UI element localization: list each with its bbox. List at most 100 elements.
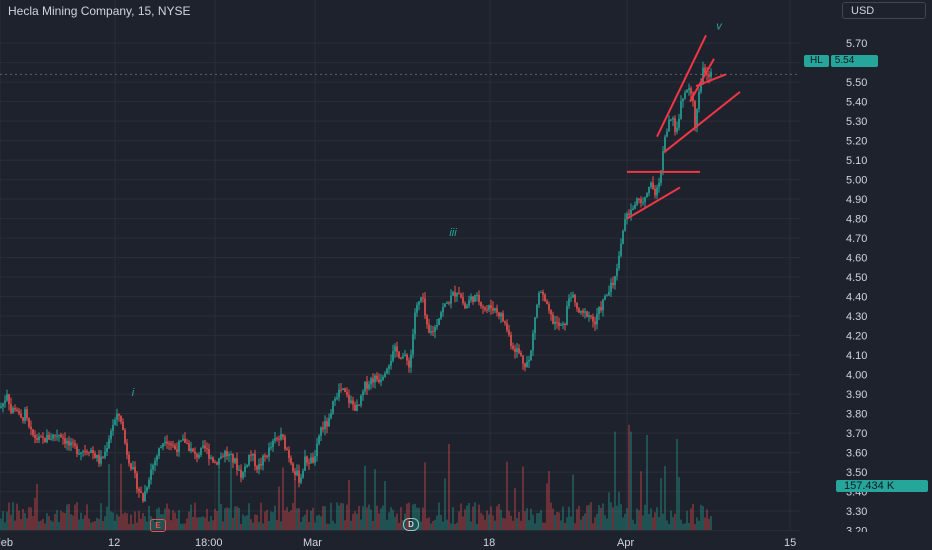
candle-body-231: [462, 297, 464, 304]
candle-body-252: [504, 321, 506, 324]
volume-bar-6: [12, 502, 14, 530]
volume-bar-271: [542, 522, 544, 530]
candle-body-159: [318, 435, 320, 444]
candle-body-89: [178, 441, 180, 453]
candle-body-275: [550, 310, 552, 315]
candle-body-272: [544, 294, 546, 302]
volume-bar-287: [574, 523, 576, 530]
volume-bar-75: [150, 516, 152, 530]
volume-value-tag: 157.434 K: [836, 480, 928, 492]
candle-body-61: [122, 421, 124, 431]
candle-body-247: [494, 308, 496, 311]
candle-body-181: [362, 391, 364, 396]
trendline-3[interactable]: [663, 91, 741, 154]
volume-bar-40: [80, 512, 82, 530]
candle-body-338: [676, 127, 678, 132]
volume-bar-115: [230, 450, 232, 530]
candle-body-168: [336, 397, 338, 399]
candle-body-59: [118, 413, 120, 416]
earnings-marker[interactable]: E: [150, 519, 166, 532]
candle-body-284: [568, 298, 570, 307]
volume-bar-100: [200, 517, 202, 530]
trendline-2[interactable]: [656, 34, 707, 138]
volume-bar-25: [50, 520, 52, 530]
y-tick-label-14: 4.60: [846, 253, 867, 265]
volume-bar-35: [70, 514, 72, 530]
volume-bar-228: [456, 522, 458, 530]
volume-bar-87: [174, 512, 176, 530]
volume-bar-39: [78, 519, 80, 530]
volume-bar-2: [4, 522, 6, 530]
volume-bar-182: [364, 465, 366, 530]
volume-bar-64: [128, 523, 130, 530]
volume-bar-134: [268, 521, 270, 530]
volume-bar-132: [264, 511, 266, 530]
candle-body-295: [590, 315, 592, 317]
volume-bar-335: [670, 510, 672, 530]
volume-bar-254: [508, 510, 510, 530]
candle-body-313: [626, 213, 628, 220]
candle-body-319: [638, 198, 640, 200]
volume-bar-179: [358, 505, 360, 530]
candle-body-350: [700, 82, 702, 92]
candle-body-185: [370, 378, 372, 385]
candle-body-274: [548, 304, 550, 311]
trendline-4[interactable]: [695, 73, 727, 87]
wave-label-1: iii: [449, 227, 457, 239]
y-tick-label-6: 3.80: [846, 409, 867, 421]
y-tick-label-18: 5.00: [846, 175, 867, 187]
trendline-5[interactable]: [689, 58, 715, 103]
candle-body-90: [180, 440, 182, 442]
volume-bar-47: [94, 521, 96, 530]
volume-bar-60: [120, 463, 122, 530]
candle-body-208: [416, 304, 418, 313]
volume-bar-55: [110, 511, 112, 530]
candle-body-128: [256, 466, 258, 470]
candle-body-288: [576, 302, 578, 309]
volume-bar-21: [42, 518, 44, 530]
y-tick-label-16: 4.80: [846, 214, 867, 226]
time-axis: Feb 12 18:00 Mar 18 Apr 15: [0, 532, 932, 550]
volume-bar-261: [522, 466, 524, 530]
candle-body-16: [32, 429, 34, 435]
price-axis-panel: [800, 0, 932, 550]
volume-bar-229: [458, 511, 460, 530]
volume-bar-89: [178, 510, 180, 530]
candle-body-157: [314, 455, 316, 463]
candle-body-258: [516, 348, 518, 353]
chart-title: Hecla Mining Company, 15, NYSE: [8, 4, 191, 18]
candle-body-27: [54, 434, 56, 436]
volume-bar-214: [428, 517, 430, 530]
volume-bar-218: [436, 515, 438, 530]
trendline-1[interactable]: [626, 186, 681, 220]
volume-bar-136: [272, 512, 274, 530]
candle-body-7: [14, 408, 16, 410]
candle-body-105: [210, 457, 212, 459]
candle-body-34: [68, 440, 70, 446]
volume-bar-154: [308, 522, 310, 530]
candle-body-283: [566, 306, 568, 326]
candle-body-74: [148, 479, 150, 488]
volume-bar-275: [550, 502, 552, 530]
volume-bar-147: [294, 478, 296, 530]
candle-body-217: [434, 327, 436, 332]
y-tick-label-1: 3.30: [846, 506, 867, 518]
candle-body-267: [534, 317, 536, 334]
volume-bar-269: [538, 512, 540, 530]
candle-body-144: [288, 450, 290, 458]
candle-body-120: [240, 469, 242, 478]
volume-bar-227: [454, 523, 456, 530]
candle-body-189: [378, 379, 380, 383]
dividend-marker[interactable]: D: [403, 518, 419, 531]
y-tick-label-22: 5.40: [846, 97, 867, 109]
candle-body-50: [100, 456, 102, 464]
candle-body-306: [612, 282, 614, 286]
volume-bar-152: [304, 514, 306, 530]
candle-body-82: [164, 441, 166, 444]
currency-button[interactable]: USD: [842, 2, 926, 19]
volume-bar-81: [162, 514, 164, 530]
volume-bar-304: [608, 492, 610, 530]
volume-bar-230: [460, 503, 462, 530]
candle-body-266: [532, 333, 534, 351]
